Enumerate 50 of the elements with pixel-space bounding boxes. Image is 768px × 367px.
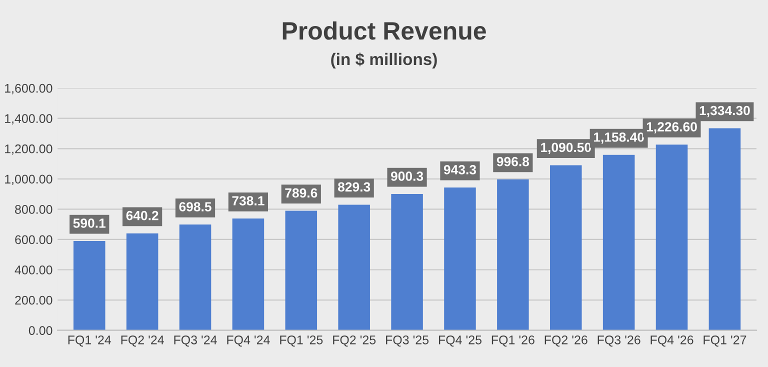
bar <box>179 224 212 330</box>
bar <box>285 210 318 330</box>
x-tick-label: FQ3 '24 <box>174 335 217 347</box>
x-tick-label: FQ1 '24 <box>68 335 112 347</box>
data-label: 829.3 <box>338 182 370 192</box>
y-tick-label: 1,400.00 <box>5 114 52 124</box>
x-tick-label: FQ2 '26 <box>544 335 588 347</box>
y-tick-label: 400.00 <box>14 266 52 274</box>
data-label: 996.8 <box>496 156 530 166</box>
bar <box>708 128 741 330</box>
y-tick-label: 600.00 <box>15 235 52 244</box>
y-tick-label: 0.00 <box>28 326 52 335</box>
data-label: 1,090.50 <box>541 142 592 154</box>
x-tick-label: FQ1 '25 <box>280 335 323 347</box>
x-tick-label: FQ1 '27 <box>704 335 746 347</box>
x-tick-label: FQ4 '25 <box>438 335 482 347</box>
x-tick-label: FQ2 '24 <box>121 335 164 347</box>
bar <box>602 154 635 330</box>
y-tick-label: 1,600.00 <box>5 84 52 94</box>
bar <box>656 144 688 330</box>
data-label: 1,226.60 <box>646 122 697 134</box>
data-label: 698.5 <box>179 202 212 212</box>
x-tick-label: FQ1 '26 <box>492 335 534 347</box>
bar <box>391 194 423 330</box>
data-label: 900.3 <box>390 172 424 181</box>
bar <box>550 165 582 330</box>
x-tick-label: FQ3 '26 <box>598 335 640 347</box>
x-tick-label: FQ4 '24 <box>227 335 270 347</box>
y-tick-label: 800.00 <box>15 204 52 214</box>
bar <box>126 233 158 330</box>
data-label: 590.1 <box>73 218 106 228</box>
bar <box>73 240 106 330</box>
data-label: 1,334.30 <box>700 106 750 118</box>
data-label: 943.3 <box>444 165 476 174</box>
y-tick-label: 200.00 <box>15 296 52 305</box>
bar <box>497 179 529 330</box>
x-tick-label: FQ2 '25 <box>333 335 376 347</box>
y-tick-label: 1,200.00 <box>5 144 52 155</box>
x-tick-label: FQ3 '25 <box>386 335 429 347</box>
bar <box>338 204 370 330</box>
bar <box>444 187 476 330</box>
data-label: 789.6 <box>285 188 318 198</box>
x-tick-label: FQ4 '26 <box>650 335 694 347</box>
bar <box>232 218 264 330</box>
data-label: 1,158.40 <box>594 132 644 144</box>
data-label: 738.1 <box>232 196 264 206</box>
y-tick-label: 1,000.00 <box>5 174 52 186</box>
chart-title: Product Revenue <box>282 21 486 40</box>
chart-subtitle: (in $ millions) <box>331 52 437 68</box>
data-label: 640.2 <box>126 210 158 220</box>
